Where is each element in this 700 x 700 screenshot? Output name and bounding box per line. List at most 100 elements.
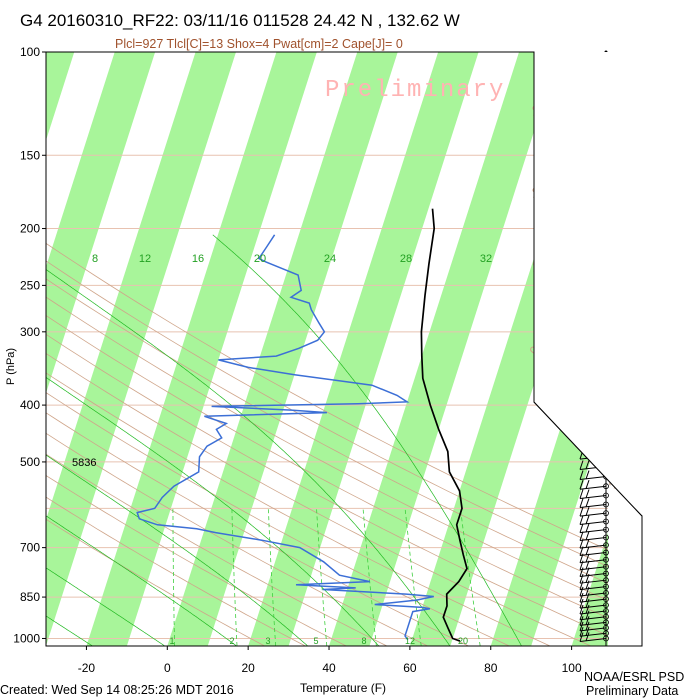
mixing-ratio-top-label: 16 <box>192 253 204 265</box>
wind-barb-station <box>603 542 609 549</box>
wind-barb-station <box>603 526 609 533</box>
temperature-band <box>167 52 398 646</box>
wind-barb-flag <box>585 546 590 556</box>
wind-barb-flag <box>579 546 584 556</box>
wind-barb-station <box>603 534 609 541</box>
wind-barb-flag <box>585 586 590 596</box>
moist-adiabat <box>46 515 237 646</box>
pressure-tick-label: 1000 <box>13 631 40 645</box>
wind-barb <box>579 579 607 584</box>
wind-barb-flag <box>585 538 590 548</box>
moist-adiabat <box>212 234 522 646</box>
dry-adiabat <box>46 496 306 646</box>
wind-barb <box>579 604 607 609</box>
wind-barb-flag <box>585 560 590 570</box>
dry-adiabat <box>46 372 551 646</box>
wind-barb-flag <box>579 460 584 470</box>
mixing-ratio-line <box>231 508 238 646</box>
temperature-tick-label: 60 <box>403 661 417 675</box>
created-stamp: Created: Wed Sep 14 08:25:26 MDT 2016 <box>0 683 234 697</box>
wind-barb-station <box>603 501 609 508</box>
wind-barb-flag <box>579 632 584 642</box>
wind-barb <box>579 621 607 626</box>
temperature-tick-label: 0 <box>164 661 171 675</box>
wind-barb <box>579 610 607 615</box>
wind-barb-station <box>603 608 609 614</box>
wind-barb-flag <box>585 604 590 614</box>
wind-barb-station <box>603 602 609 609</box>
temperature-tick-label: 100 <box>562 661 582 675</box>
pressure-tick-label: 700 <box>20 541 40 555</box>
frame-edge <box>533 52 643 646</box>
temperature-band <box>46 52 236 646</box>
dry-adiabat <box>46 296 608 601</box>
mixing-ratio-top-label: 24 <box>324 253 336 265</box>
pressure-tick-label: 150 <box>20 148 40 162</box>
wind-barb-flag <box>585 610 590 620</box>
dry-adiabat <box>46 432 428 646</box>
wind-barb <box>579 592 607 597</box>
wind-barb <box>579 632 607 637</box>
wind-barb <box>579 566 607 571</box>
wind-barb-station <box>603 577 609 584</box>
x-axis-label: Temperature (F) <box>300 681 386 695</box>
dry-adiabats <box>46 242 608 646</box>
dry-adiabat <box>46 518 265 646</box>
wind-barb-station <box>603 570 609 577</box>
wind-barb-flag <box>585 621 590 631</box>
temperature-band <box>46 52 156 394</box>
mixing-ratio-bottom-label: 20 <box>458 636 468 646</box>
wind-barb-flag <box>579 531 584 541</box>
temperature-tick-label: 80 <box>484 661 498 675</box>
wind-barb-flag <box>579 598 584 609</box>
dry-adiabat <box>46 352 591 646</box>
wind-barb-flag <box>585 598 590 608</box>
dry-adiabat <box>46 260 608 567</box>
wind-barb-flag <box>579 515 584 525</box>
temperature-band <box>652 52 700 646</box>
wind-barb <box>579 495 607 499</box>
height-label: 5836 <box>72 457 96 469</box>
wind-barb-station <box>603 563 609 570</box>
wind-barb-station <box>603 590 609 596</box>
preliminary-note: Preliminary Data <box>586 684 678 698</box>
temperature-bands <box>46 52 700 646</box>
wind-barb <box>579 598 607 603</box>
preliminary-watermark: Preliminary <box>325 77 505 104</box>
wind-barb-flag <box>585 553 590 563</box>
wind-barb-station <box>603 635 609 642</box>
org-label: NOAA/ESRL PSD <box>584 670 684 684</box>
mixing-ratio-line <box>362 508 377 646</box>
wind-barb-flag <box>585 515 590 525</box>
wind-barb-flag <box>579 621 584 631</box>
temperature-band <box>329 52 560 646</box>
dry-adiabat <box>46 392 510 646</box>
wind-barb-station <box>603 510 609 517</box>
mixing-ratio-line <box>172 508 175 646</box>
wind-barb-flag <box>579 523 584 533</box>
wind-barb-flag <box>579 553 584 563</box>
pressure-tick-label: 250 <box>20 278 40 292</box>
wind-barb-flag <box>579 489 584 499</box>
temperature-band <box>46 52 75 141</box>
temperature-band <box>248 52 479 646</box>
wind-barb-flag <box>585 632 590 642</box>
wind-barb-flag <box>585 523 590 533</box>
wind-barb-flag <box>585 627 590 636</box>
wind-barb-flag <box>579 616 584 626</box>
wind-barb-flag <box>579 592 584 603</box>
wind-barb-flag <box>585 592 590 602</box>
frame-mask <box>534 52 642 516</box>
sounding-profiles <box>136 208 468 642</box>
chart-title: G4 20160310_RF22: 03/11/16 011528 24.42 … <box>20 11 460 30</box>
dry-adiabat <box>46 242 608 551</box>
wind-barb-flag <box>585 498 590 508</box>
pressure-tick-label: 100 <box>20 45 40 59</box>
wind-barb-station <box>603 596 609 603</box>
wind-barb-station <box>603 549 609 556</box>
wind-barb <box>579 544 607 549</box>
wind-barb-flag <box>585 531 590 541</box>
wind-barb-flag <box>579 580 584 590</box>
wind-barb-flag <box>579 560 584 570</box>
wind-barb-flag <box>579 480 584 490</box>
